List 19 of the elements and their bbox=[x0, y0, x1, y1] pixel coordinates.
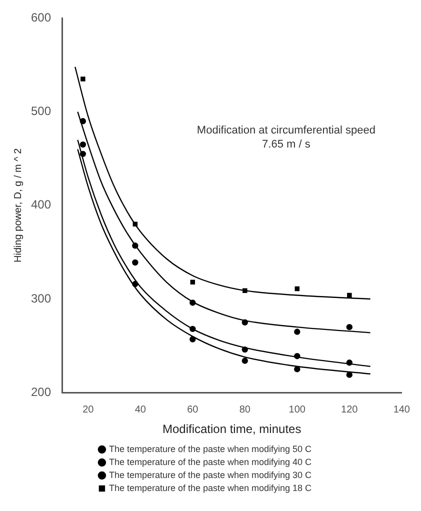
legend-label: The temperature of the paste when modifying 40 C bbox=[108, 456, 312, 467]
x-tick-label: 100 bbox=[288, 404, 306, 416]
y-tick-label: 600 bbox=[30, 10, 52, 25]
y-tick-label: 200 bbox=[30, 384, 52, 399]
x-tick-label: 60 bbox=[187, 404, 199, 416]
x-tick-label: 140 bbox=[393, 404, 410, 416]
legend-label: The temperature of the paste when modifying 18 C bbox=[108, 482, 312, 493]
y-tick-label: 500 bbox=[30, 104, 52, 118]
legend-label: The temperature of the paste when modifying 30 C bbox=[108, 470, 312, 480]
x-tick-label: 80 bbox=[239, 404, 251, 416]
x-tick-label: 120 bbox=[341, 404, 358, 416]
x-axis-title: Modification time, minutes bbox=[162, 422, 302, 436]
y-tick-label: 300 bbox=[30, 291, 52, 306]
legend-label: The temperature of the paste when modifying 50 C bbox=[108, 444, 312, 454]
y-axis-title: Hiding power, D, g / m ^ 2 bbox=[12, 148, 24, 262]
x-tick-label: 20 bbox=[82, 404, 94, 416]
x-tick-label: 40 bbox=[134, 404, 146, 416]
annotation: Modification at circumferential speed 7.65 m / s bbox=[196, 124, 376, 151]
y-tick-label: 400 bbox=[30, 198, 52, 212]
